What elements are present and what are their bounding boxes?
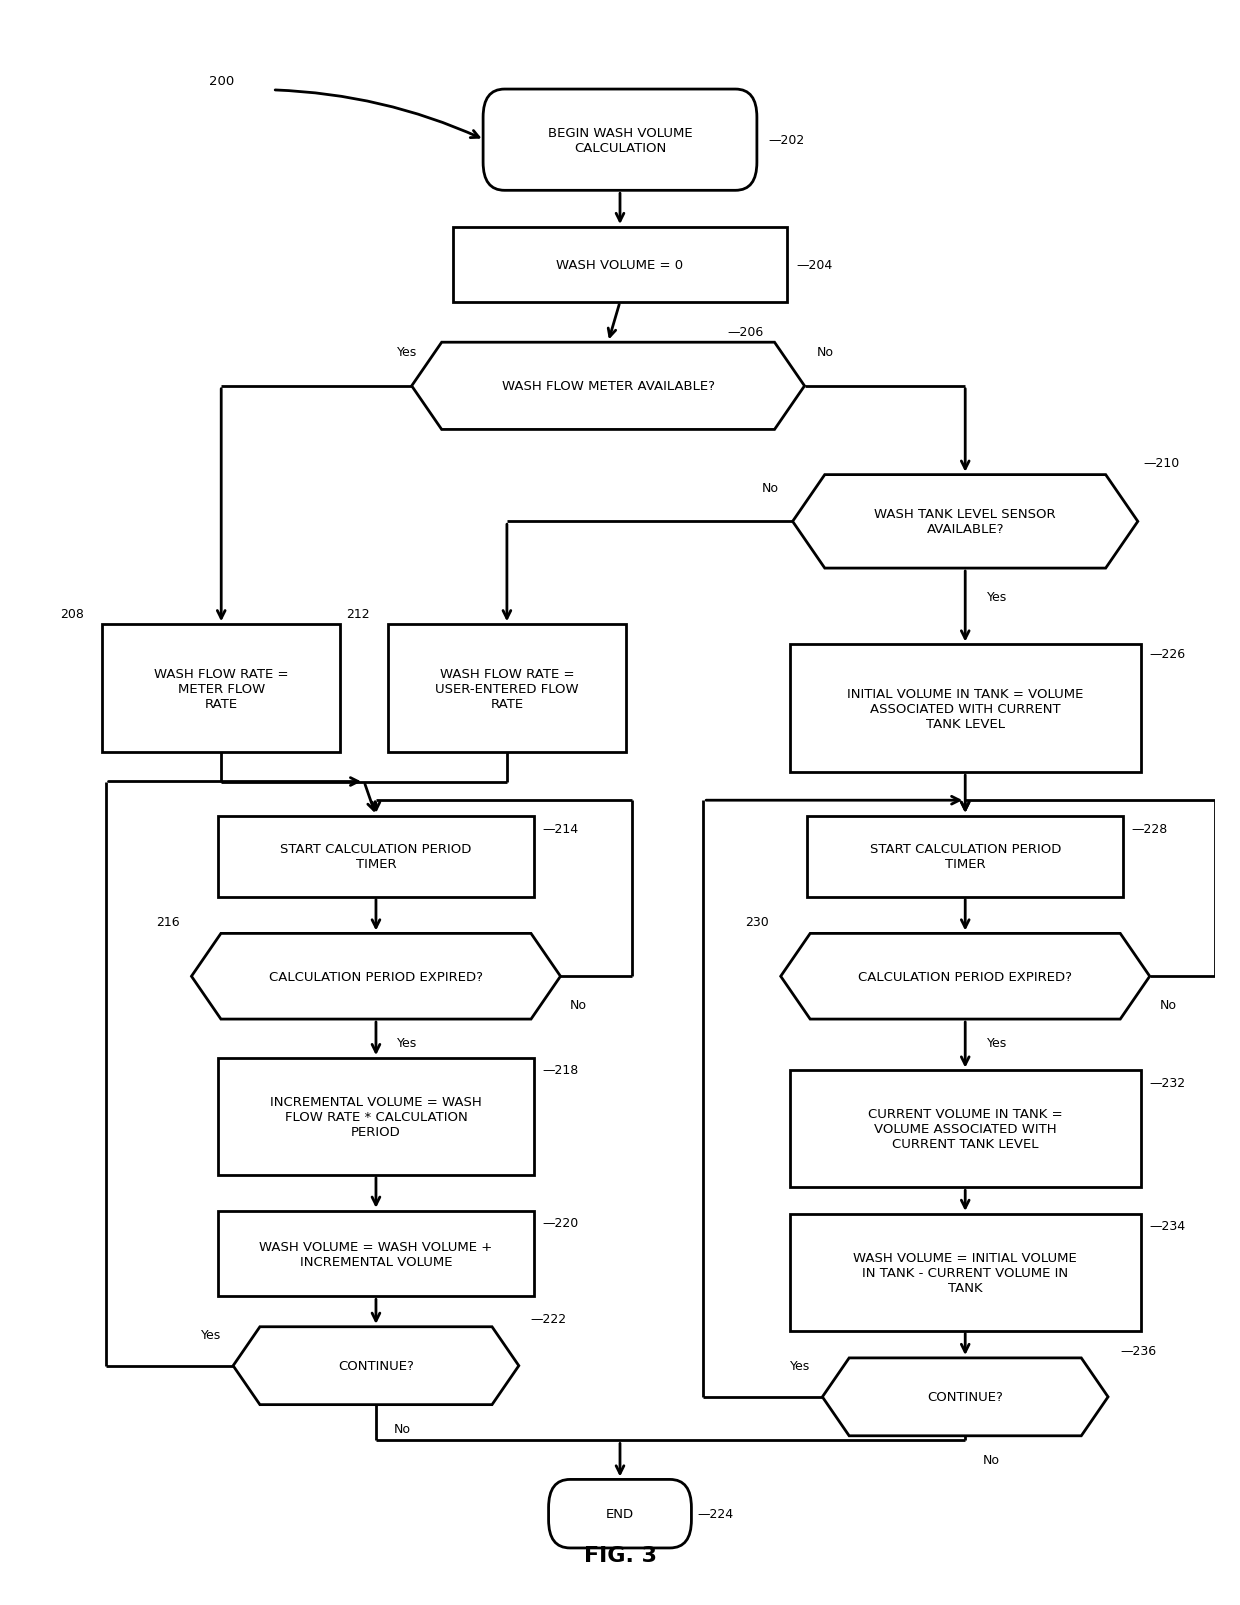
Text: Yes: Yes bbox=[987, 1037, 1007, 1050]
Text: No: No bbox=[1159, 998, 1177, 1011]
Polygon shape bbox=[191, 934, 560, 1019]
Text: BEGIN WASH VOLUME
CALCULATION: BEGIN WASH VOLUME CALCULATION bbox=[548, 127, 692, 154]
Polygon shape bbox=[412, 343, 805, 430]
Bar bbox=[790, 1071, 1141, 1188]
Text: WASH VOLUME = 0: WASH VOLUME = 0 bbox=[557, 258, 683, 271]
Text: —206: —206 bbox=[727, 326, 764, 339]
Text: CONTINUE?: CONTINUE? bbox=[339, 1359, 414, 1372]
Text: START CALCULATION PERIOD
TIMER: START CALCULATION PERIOD TIMER bbox=[280, 843, 471, 872]
Text: WASH FLOW RATE =
USER-ENTERED FLOW
RATE: WASH FLOW RATE = USER-ENTERED FLOW RATE bbox=[435, 668, 579, 709]
Text: 200: 200 bbox=[210, 75, 234, 88]
Text: Yes: Yes bbox=[987, 591, 1007, 603]
Text: INITIAL VOLUME IN TANK = VOLUME
ASSOCIATED WITH CURRENT
TANK LEVEL: INITIAL VOLUME IN TANK = VOLUME ASSOCIAT… bbox=[847, 687, 1084, 730]
Text: START CALCULATION PERIOD
TIMER: START CALCULATION PERIOD TIMER bbox=[869, 843, 1061, 872]
Text: —234: —234 bbox=[1149, 1220, 1185, 1233]
Bar bbox=[807, 817, 1123, 897]
Text: FIG. 3: FIG. 3 bbox=[584, 1546, 656, 1565]
Text: No: No bbox=[761, 482, 779, 494]
Text: CALCULATION PERIOD EXPIRED?: CALCULATION PERIOD EXPIRED? bbox=[858, 969, 1073, 984]
Text: 212: 212 bbox=[346, 607, 370, 621]
Text: No: No bbox=[983, 1453, 1001, 1465]
Bar bbox=[388, 624, 626, 753]
Text: CONTINUE?: CONTINUE? bbox=[928, 1390, 1003, 1403]
FancyBboxPatch shape bbox=[484, 90, 756, 191]
Text: Yes: Yes bbox=[397, 1037, 418, 1050]
Text: —236: —236 bbox=[1120, 1343, 1156, 1356]
Bar bbox=[454, 228, 786, 302]
Polygon shape bbox=[781, 934, 1149, 1019]
Text: —222: —222 bbox=[531, 1313, 567, 1326]
Polygon shape bbox=[233, 1327, 518, 1404]
Text: WASH VOLUME = INITIAL VOLUME
IN TANK - CURRENT VOLUME IN
TANK: WASH VOLUME = INITIAL VOLUME IN TANK - C… bbox=[853, 1250, 1078, 1294]
Polygon shape bbox=[822, 1358, 1109, 1436]
Text: CALCULATION PERIOD EXPIRED?: CALCULATION PERIOD EXPIRED? bbox=[269, 969, 482, 984]
Text: 216: 216 bbox=[156, 915, 180, 929]
Text: —214: —214 bbox=[543, 822, 579, 835]
FancyBboxPatch shape bbox=[548, 1480, 692, 1547]
Text: —226: —226 bbox=[1149, 648, 1185, 661]
Text: —210: —210 bbox=[1143, 456, 1180, 469]
Text: 208: 208 bbox=[61, 607, 84, 621]
Text: No: No bbox=[570, 998, 587, 1011]
Bar bbox=[790, 1213, 1141, 1331]
Text: WASH FLOW RATE =
METER FLOW
RATE: WASH FLOW RATE = METER FLOW RATE bbox=[154, 668, 289, 709]
Text: No: No bbox=[816, 345, 833, 360]
Bar bbox=[102, 624, 340, 753]
Bar bbox=[218, 1210, 533, 1297]
Bar bbox=[790, 645, 1141, 772]
Text: WASH FLOW METER AVAILABLE?: WASH FLOW METER AVAILABLE? bbox=[502, 380, 714, 393]
Text: 230: 230 bbox=[745, 915, 769, 929]
Text: —218: —218 bbox=[543, 1064, 579, 1077]
Text: INCREMENTAL VOLUME = WASH
FLOW RATE * CALCULATION
PERIOD: INCREMENTAL VOLUME = WASH FLOW RATE * CA… bbox=[270, 1095, 482, 1138]
Text: Yes: Yes bbox=[790, 1359, 811, 1372]
Text: —232: —232 bbox=[1149, 1075, 1185, 1088]
Text: WASH VOLUME = WASH VOLUME +
INCREMENTAL VOLUME: WASH VOLUME = WASH VOLUME + INCREMENTAL … bbox=[259, 1239, 492, 1268]
Text: END: END bbox=[606, 1507, 634, 1520]
Text: No: No bbox=[394, 1422, 410, 1435]
Text: —228: —228 bbox=[1132, 822, 1168, 835]
Text: CURRENT VOLUME IN TANK =
VOLUME ASSOCIATED WITH
CURRENT TANK LEVEL: CURRENT VOLUME IN TANK = VOLUME ASSOCIAT… bbox=[868, 1107, 1063, 1151]
Bar bbox=[218, 1058, 533, 1175]
Text: Yes: Yes bbox=[201, 1329, 221, 1342]
Text: Yes: Yes bbox=[397, 345, 418, 360]
Text: —202: —202 bbox=[769, 135, 805, 148]
Text: —224: —224 bbox=[697, 1507, 734, 1520]
Bar bbox=[218, 817, 533, 897]
Text: WASH TANK LEVEL SENSOR
AVAILABLE?: WASH TANK LEVEL SENSOR AVAILABLE? bbox=[874, 509, 1056, 536]
Text: —204: —204 bbox=[796, 258, 832, 271]
Text: —220: —220 bbox=[543, 1217, 579, 1229]
Polygon shape bbox=[792, 475, 1138, 568]
